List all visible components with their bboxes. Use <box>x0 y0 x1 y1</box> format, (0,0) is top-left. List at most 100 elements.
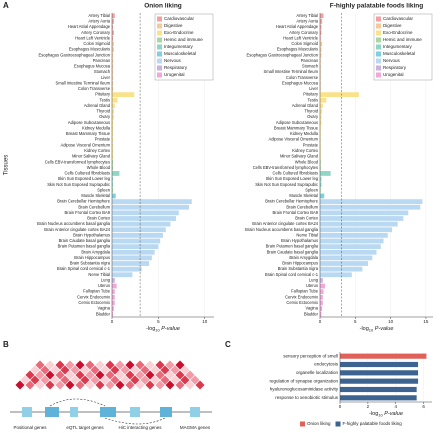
y-tick-label: Testis <box>308 97 318 102</box>
bar <box>320 114 322 120</box>
y-tick-label: Stomach <box>94 69 111 74</box>
bar <box>340 361 419 368</box>
bar <box>320 187 321 193</box>
bar <box>320 24 322 30</box>
y-tick-label: Minor Salivary Gland <box>280 154 319 159</box>
bar <box>112 176 113 182</box>
x-tick-label: 5 <box>157 319 160 324</box>
bar <box>320 64 321 69</box>
bar <box>320 300 323 306</box>
y-tick-label: Brain Cerebellum <box>286 204 318 209</box>
x-axis-label: -log10 P-value <box>360 326 394 332</box>
y-tick-label: Bladder <box>304 311 319 316</box>
y-tick-label: Whole Blood <box>87 165 111 170</box>
bar <box>112 30 114 36</box>
bar <box>320 204 421 210</box>
y-tick-label: Brain Frontal Cortex BA9 <box>272 210 318 215</box>
legend-label: Exo-Endocrine <box>383 30 413 35</box>
y-tick-label: Uterus <box>98 283 110 288</box>
y-tick-label: Brain Nucleus accumbens basal ganglia <box>245 227 319 232</box>
y-tick-label: Brain Frontal Cortex BA9 <box>64 210 110 215</box>
y-tick-label: response to xenobiotic stimulus <box>275 395 339 400</box>
bar <box>320 126 321 131</box>
legend-swatch <box>157 16 162 22</box>
bar <box>320 216 404 221</box>
y-tick-label: Brain Caudate basal ganglia <box>267 249 319 254</box>
y-tick-label: Esophagus Gastroesophageal Junction <box>39 52 111 57</box>
ld-cell <box>94 359 106 371</box>
x-label-sub: 10 <box>369 328 374 333</box>
y-tick-label: Brain Caudate basal ganglia <box>59 238 111 243</box>
x-tick-label: 2 <box>367 404 370 409</box>
x-label-sub: 10 <box>155 328 160 333</box>
x-tick-label: 6 <box>422 404 425 409</box>
y-tick-label: Vagina <box>306 306 319 311</box>
legend-label: Cardiovascular <box>383 16 414 21</box>
bar <box>112 165 113 171</box>
y-tick-label: Cervix Endocervix <box>285 294 318 299</box>
y-tick-label: Adipose Subcutaneous <box>68 120 110 125</box>
bar <box>320 193 325 199</box>
bar <box>112 182 113 188</box>
bar <box>320 210 409 216</box>
panel-label: C <box>225 340 231 349</box>
legend-label: Nervous <box>164 58 182 63</box>
y-tick-label: Stomach <box>302 64 319 69</box>
bar <box>112 24 113 30</box>
bar <box>320 306 323 311</box>
legend-label: Respiratory <box>383 65 407 70</box>
legend-swatch <box>157 65 162 71</box>
legend-label: Integumentary <box>383 44 413 49</box>
bar <box>320 52 322 58</box>
x-label-part: -log <box>360 326 369 332</box>
y-tick-label: Breast Mammary Tissue <box>66 131 111 136</box>
y-tick-label: regulation of synapse organization <box>269 378 338 383</box>
bar <box>320 103 323 109</box>
legend-swatch <box>376 16 381 22</box>
chart-title: Onion liking <box>144 3 182 10</box>
y-tick-label: Cervix Endocervix <box>77 294 110 299</box>
y-tick-label: Brain Anterior cingulate cortex BA24 <box>252 221 318 226</box>
y-tick-label: Prostate <box>303 142 319 147</box>
bar <box>320 294 323 300</box>
bar <box>320 35 321 41</box>
y-tick-label: Adipose Visceral Omentum <box>60 142 110 147</box>
y-tick-label: Brain Substantia nigra <box>70 261 111 266</box>
y-tick-label: Esophagus Mucosa <box>74 64 111 69</box>
bar <box>112 289 115 295</box>
y-tick-label: Thyroid <box>96 109 110 114</box>
legend-swatch <box>157 58 162 64</box>
bar <box>112 272 133 278</box>
y-tick-label: Artery Coronary <box>81 30 111 35</box>
y-axis-label: Tissues <box>4 155 10 175</box>
bar <box>112 80 113 86</box>
x-label-part: -log <box>146 326 155 332</box>
y-tick-label: Lung <box>309 277 319 282</box>
bar <box>112 278 115 283</box>
ld-cell <box>54 359 66 371</box>
y-tick-label: endocytosis <box>314 362 339 367</box>
bar <box>112 216 176 221</box>
legend-swatch <box>157 30 162 36</box>
bar <box>320 58 321 64</box>
y-tick-label: Fallopian Tube <box>83 289 111 294</box>
y-tick-label: sensory perception of smell <box>283 353 338 358</box>
bar <box>320 244 381 250</box>
y-tick-label: Esophagus Gastroesophageal Junction <box>247 52 319 57</box>
y-tick-label: Artery Tibial <box>88 13 110 18</box>
y-tick-label: Brain Amygdala <box>81 249 110 254</box>
bar <box>112 294 115 300</box>
legend-label: Digestive <box>164 23 183 28</box>
y-tick-label: Brain Hippocampus <box>282 261 318 266</box>
legend-swatch <box>376 30 381 36</box>
legend-swatch <box>300 421 305 427</box>
y-tick-label: Kidney Medulla <box>82 125 111 130</box>
y-tick-label: Colon Transverse <box>286 75 319 80</box>
bar <box>112 19 114 24</box>
legend-swatch <box>376 51 381 57</box>
y-tick-label: Artery Aorta <box>296 19 318 24</box>
ld-cell <box>174 359 186 371</box>
legend-box <box>373 13 433 81</box>
y-tick-label: Heart Atrial Appendage <box>276 24 319 29</box>
y-tick-label: Brain Hypothalamus <box>281 238 318 243</box>
